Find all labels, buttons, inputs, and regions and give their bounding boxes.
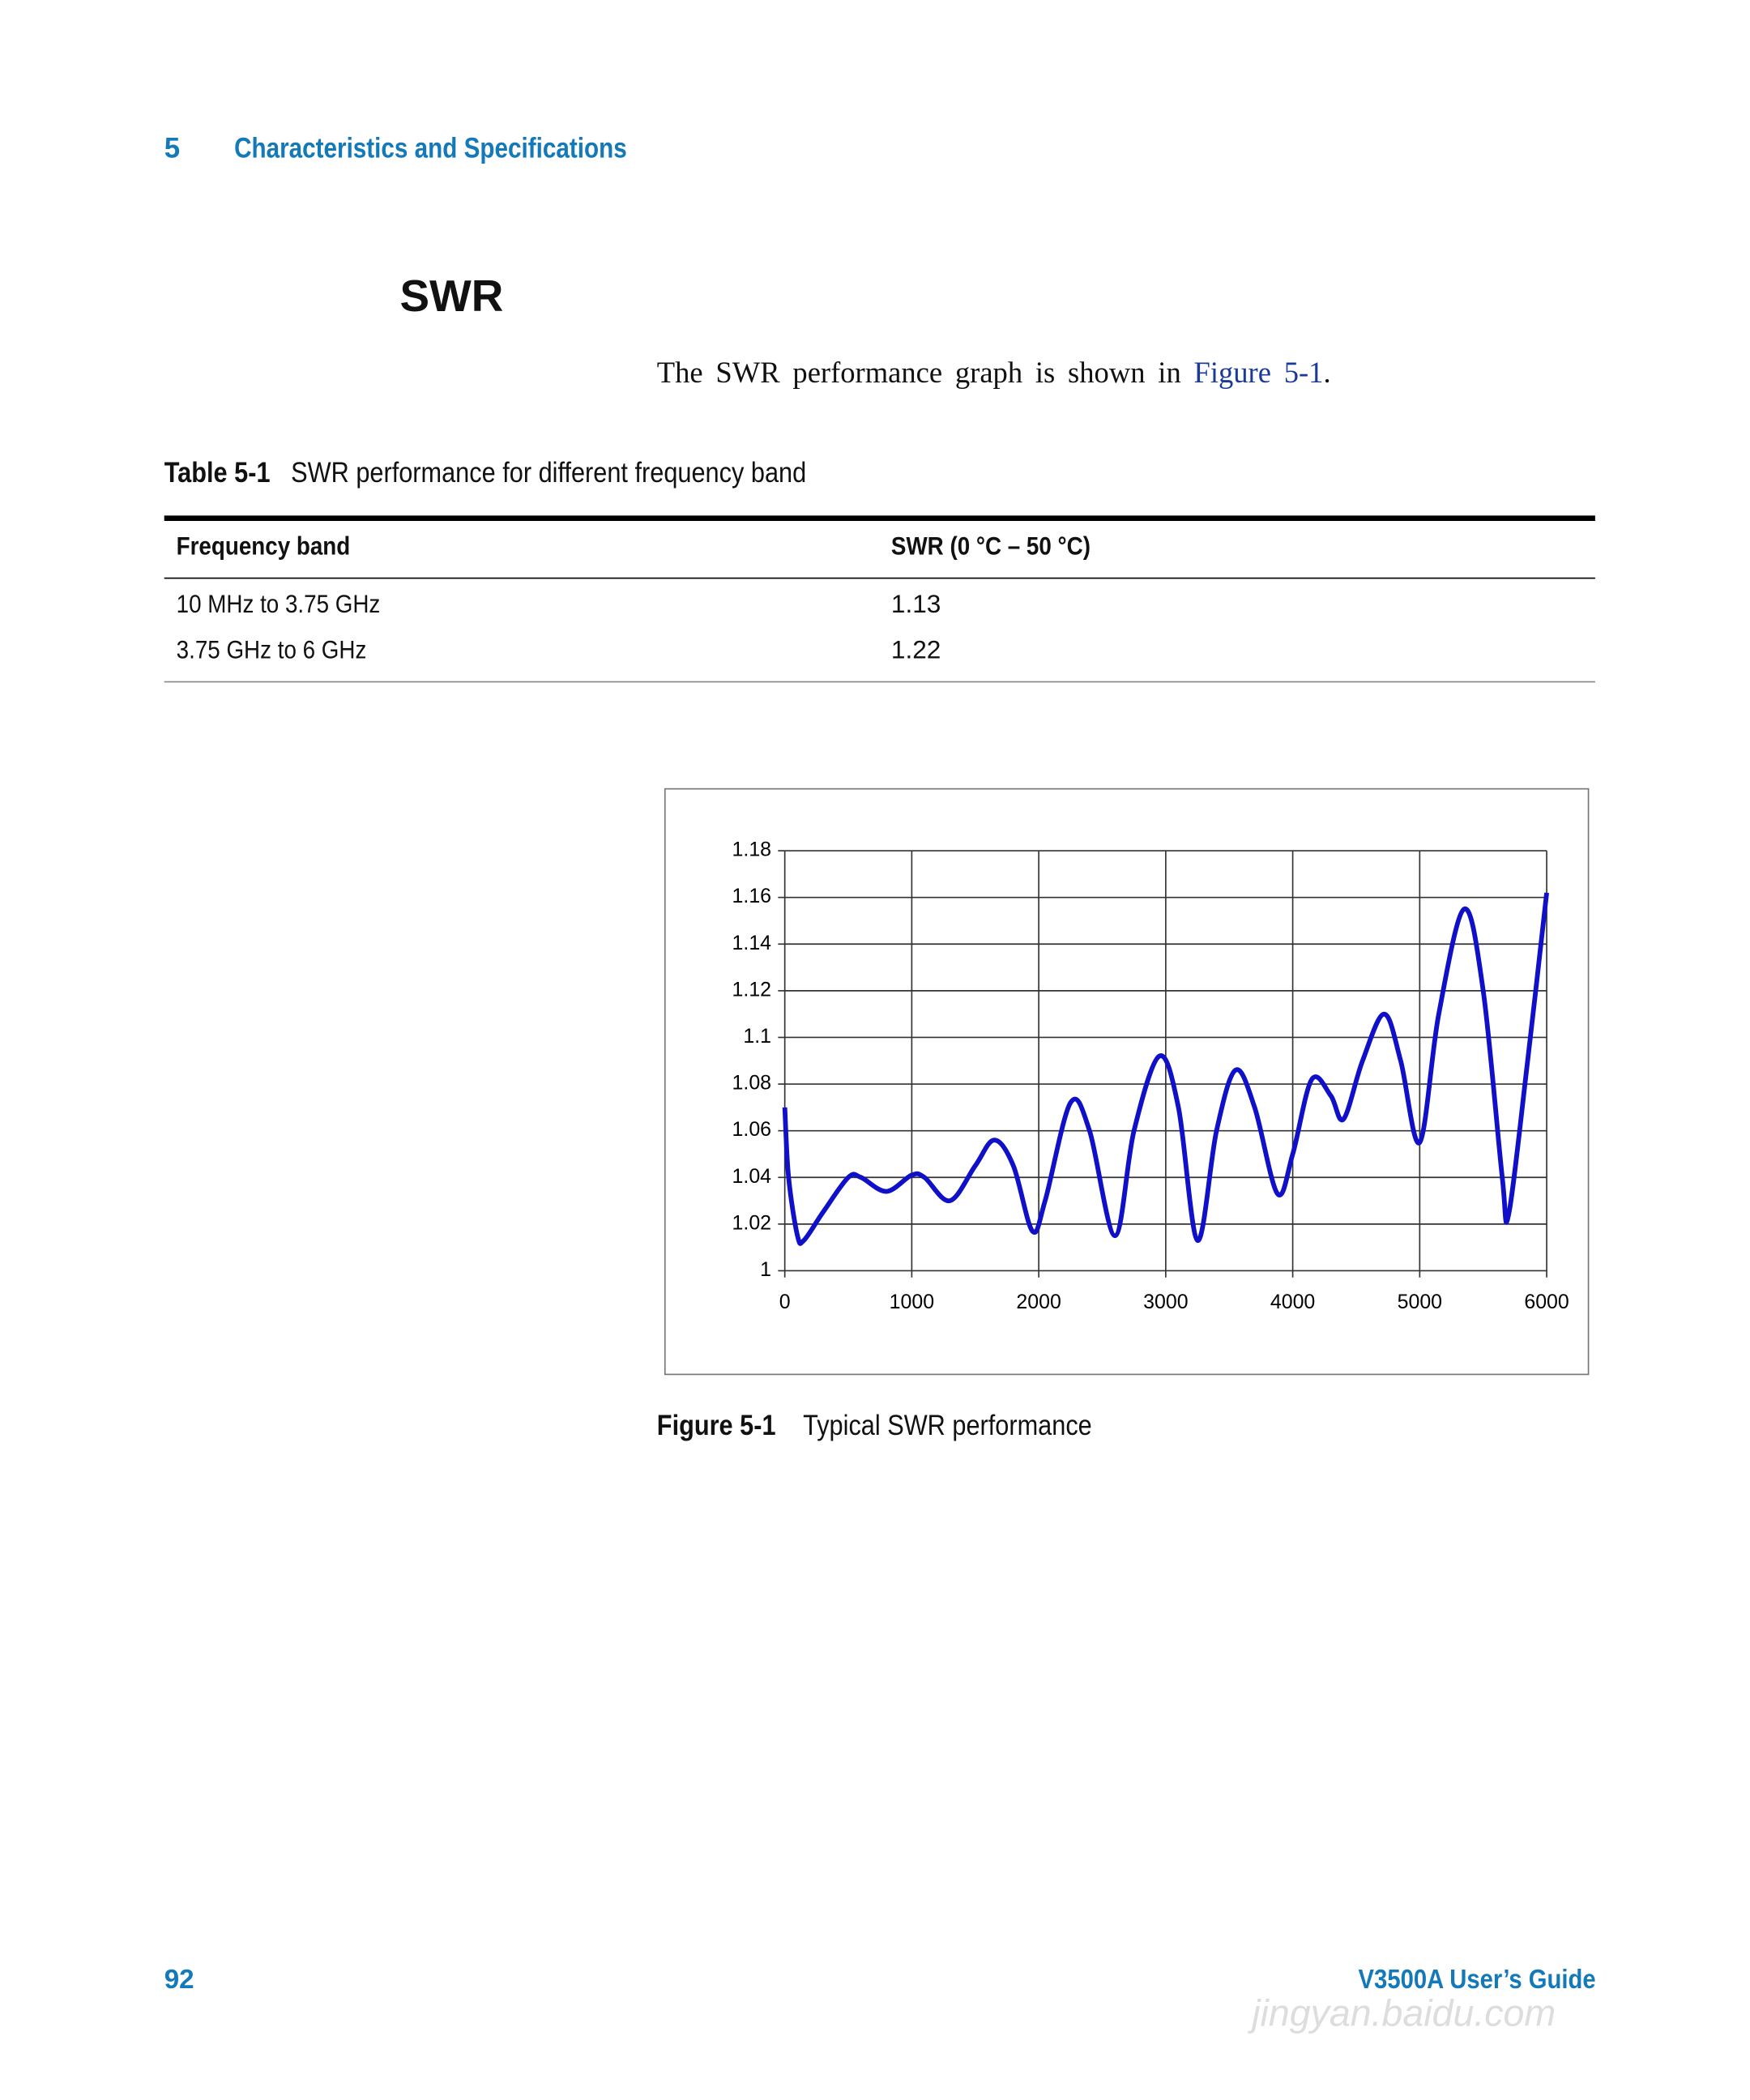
watermark: jingyan.baidu.com	[1252, 1992, 1556, 2034]
figure-frame	[664, 788, 1590, 1376]
y-tick-label: 1.16	[732, 885, 771, 907]
body-text: The SWR performance graph is shown in Fi…	[657, 356, 1331, 391]
x-tick-label: 5000	[1398, 1291, 1442, 1313]
table-header: Frequency band	[176, 532, 351, 561]
body-text-end: .	[1323, 355, 1331, 390]
x-tick-label: 1000	[890, 1291, 934, 1313]
y-tick-label: 1.18	[732, 839, 771, 861]
table-cell: 10 MHz to 3.75 GHz	[176, 591, 381, 620]
table-cell: 3.75 GHz to 6 GHz	[176, 636, 367, 665]
y-tick-label: 1.1	[743, 1025, 771, 1048]
y-tick-label: 1.14	[732, 932, 772, 954]
y-tick-label: 1	[760, 1258, 771, 1281]
x-tick-label: 0	[779, 1291, 791, 1313]
data-line	[782, 892, 1549, 1246]
figure-caption-text: Typical SWR performance	[803, 1411, 1092, 1442]
table-caption-text: SWR performance for different frequency …	[291, 457, 807, 489]
x-tick-label: 6000	[1524, 1291, 1569, 1313]
table-label: Table 5-1	[164, 457, 271, 489]
x-tick-label: 3000	[1143, 1291, 1188, 1313]
y-tick-label: 1.06	[732, 1118, 771, 1141]
table-cell: 1.13	[890, 591, 941, 620]
x-tick-label: 2000	[1016, 1291, 1061, 1313]
figure-label: Figure 5-1	[656, 1411, 776, 1442]
y-tick-label: 1.12	[732, 978, 771, 1001]
table-caption: Table 5-1 SWR performance for different …	[164, 458, 806, 490]
table-header-rule	[164, 577, 1595, 579]
section-title: SWR	[399, 270, 504, 321]
figure-link[interactable]: Figure 5-1	[1193, 355, 1324, 390]
page-number: 92	[164, 1965, 194, 1995]
y-tick-label: 1.02	[732, 1211, 771, 1234]
table-cell: 1.22	[890, 636, 941, 665]
body-text-main: The SWR performance graph is shown in	[656, 355, 1194, 390]
guide-name: V3500A User’s Guide	[1357, 1965, 1595, 1995]
figure-caption: Figure 5-1 Typical SWR performance	[657, 1411, 1092, 1443]
chapter-title: Characteristics and Specifications	[234, 133, 627, 164]
table-top-rule	[164, 515, 1595, 522]
table-header: SWR (0 °C – 50 °C)	[890, 532, 1091, 561]
chapter-number: 5	[164, 133, 181, 164]
y-tick-label: 1.08	[732, 1072, 771, 1095]
x-tick-label: 4000	[1270, 1291, 1315, 1313]
table-bottom-rule	[164, 681, 1595, 683]
y-tick-label: 1.04	[732, 1165, 772, 1188]
